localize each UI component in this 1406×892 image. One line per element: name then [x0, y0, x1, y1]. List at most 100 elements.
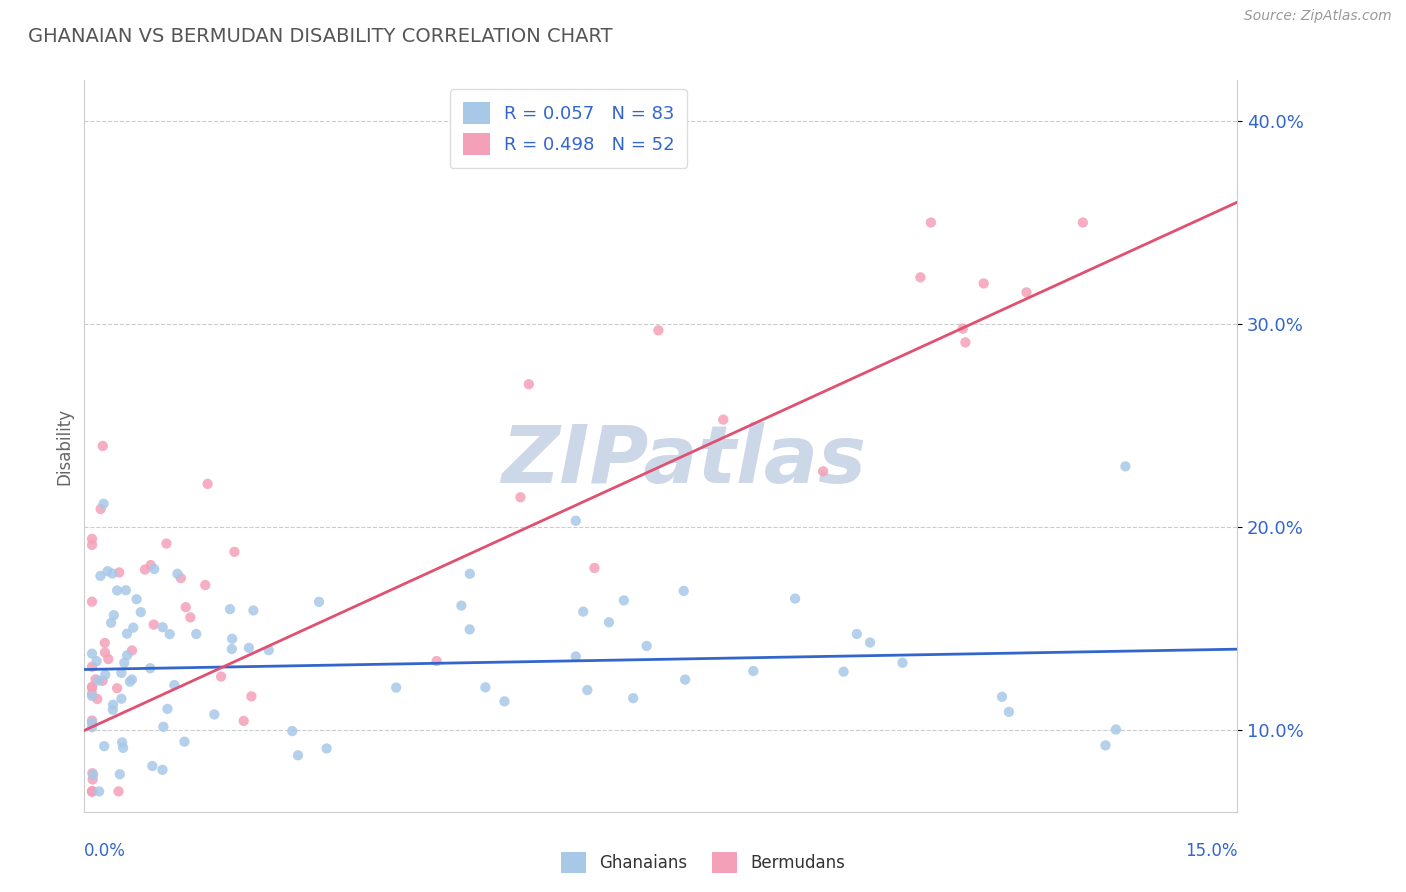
- Point: [94, 646, 117, 660]
- Point: [105, 583, 128, 598]
- Point: [565, 649, 588, 664]
- Point: [80, 784, 103, 798]
- Point: [672, 583, 695, 598]
- Point: [115, 626, 138, 640]
- Point: [89, 569, 111, 583]
- Point: [142, 617, 165, 632]
- Point: [80, 714, 103, 728]
- Point: [90, 502, 112, 516]
- Point: [94, 667, 117, 681]
- Point: [711, 412, 734, 426]
- Point: [920, 215, 942, 229]
- Point: [143, 562, 166, 576]
- Point: [517, 377, 540, 392]
- Point: [93, 739, 115, 754]
- Point: [170, 571, 193, 585]
- Point: [998, 705, 1021, 719]
- Point: [240, 690, 263, 704]
- Point: [572, 605, 595, 619]
- Point: [87, 784, 110, 798]
- Point: [952, 321, 974, 335]
- Y-axis label: Disability: Disability: [55, 408, 73, 484]
- Point: [179, 610, 201, 624]
- Point: [80, 720, 103, 734]
- Point: [1015, 285, 1038, 300]
- Point: [82, 767, 104, 781]
- Point: [163, 678, 186, 692]
- Point: [308, 595, 330, 609]
- Point: [91, 439, 114, 453]
- Point: [494, 694, 516, 708]
- Point: [94, 636, 117, 650]
- Point: [100, 615, 122, 630]
- Point: [108, 566, 131, 580]
- Point: [224, 545, 246, 559]
- Point: [1094, 739, 1116, 753]
- Point: [121, 673, 143, 687]
- Point: [219, 602, 242, 616]
- Point: [636, 639, 658, 653]
- Point: [287, 748, 309, 763]
- Point: [82, 772, 104, 787]
- Point: [80, 538, 103, 552]
- Point: [93, 497, 115, 511]
- Point: [152, 763, 174, 777]
- Point: [139, 661, 162, 675]
- Point: [991, 690, 1014, 704]
- Point: [166, 566, 188, 581]
- Point: [105, 681, 128, 696]
- Point: [598, 615, 620, 630]
- Point: [110, 691, 132, 706]
- Point: [112, 656, 135, 670]
- Text: 0.0%: 0.0%: [84, 842, 127, 860]
- Point: [101, 698, 124, 712]
- Point: [80, 595, 103, 609]
- Point: [910, 270, 932, 285]
- Point: [509, 490, 531, 504]
- Point: [845, 627, 868, 641]
- Point: [80, 680, 103, 694]
- Point: [257, 643, 280, 657]
- Point: [1071, 215, 1094, 229]
- Point: [173, 734, 195, 748]
- Point: [129, 605, 152, 619]
- Point: [80, 687, 103, 701]
- Point: [783, 591, 806, 606]
- Point: [134, 563, 156, 577]
- Point: [194, 578, 217, 592]
- Point: [315, 741, 337, 756]
- Point: [152, 620, 174, 634]
- Point: [82, 766, 104, 780]
- Point: [238, 640, 260, 655]
- Text: ZIPatlas: ZIPatlas: [502, 422, 866, 500]
- Point: [139, 558, 162, 572]
- Point: [80, 647, 103, 661]
- Point: [156, 702, 179, 716]
- Point: [450, 599, 472, 613]
- Point: [122, 621, 145, 635]
- Point: [159, 627, 181, 641]
- Point: [613, 593, 636, 607]
- Point: [84, 673, 107, 687]
- Point: [209, 669, 232, 683]
- Point: [202, 707, 225, 722]
- Point: [103, 608, 125, 623]
- Point: [121, 643, 143, 657]
- Point: [385, 681, 408, 695]
- Point: [108, 767, 131, 781]
- Point: [1105, 723, 1128, 737]
- Text: 15.0%: 15.0%: [1185, 842, 1237, 860]
- Point: [565, 514, 588, 528]
- Point: [115, 648, 138, 663]
- Point: [458, 566, 481, 581]
- Point: [125, 592, 148, 607]
- Text: GHANAIAN VS BERMUDAN DISABILITY CORRELATION CHART: GHANAIAN VS BERMUDAN DISABILITY CORRELAT…: [28, 27, 613, 45]
- Point: [86, 692, 108, 706]
- Point: [80, 689, 103, 703]
- Point: [647, 323, 669, 337]
- Point: [115, 583, 138, 598]
- Point: [86, 654, 108, 668]
- Point: [621, 691, 644, 706]
- Point: [174, 600, 197, 615]
- Point: [742, 664, 765, 678]
